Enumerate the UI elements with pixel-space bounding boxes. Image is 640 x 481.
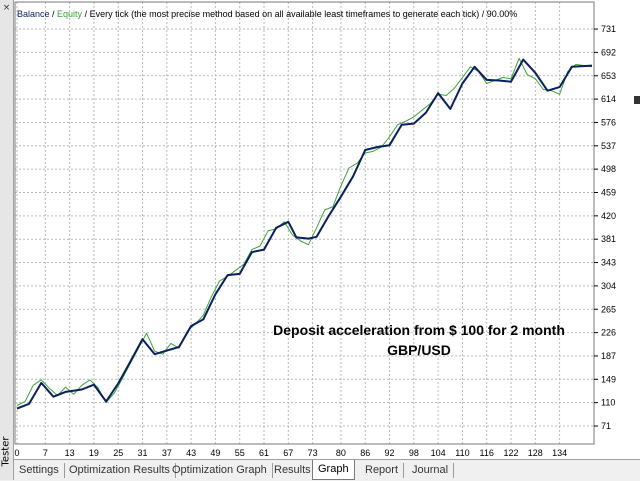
graph-panel: 71 110 149 187 226 265 304 343 381 420 459 498 537 57… xyxy=(14,0,640,459)
x-tick-label: 92 xyxy=(385,448,395,458)
y-tick-label: 304 xyxy=(601,281,616,291)
y-tick-label: 537 xyxy=(601,141,616,151)
y-tick-label: 149 xyxy=(601,374,616,384)
x-tick-label: 49 xyxy=(210,448,220,458)
y-tick-label: 653 xyxy=(601,71,616,81)
x-tick-label: 80 xyxy=(336,448,346,458)
balance-equity-chart: 71 110 149 187 226 265 304 343 381 420 459 498 537 57… xyxy=(14,0,640,459)
x-tick-label: 55 xyxy=(235,448,245,458)
test-description: Every tick (the most precise method base… xyxy=(90,9,480,19)
y-tick-label: 420 xyxy=(601,211,616,221)
y-tick-label: 71 xyxy=(601,421,611,431)
y-tick-label: 459 xyxy=(601,188,616,198)
modelling-quality: 90.00% xyxy=(487,9,518,19)
legend-balance: Balance xyxy=(17,9,50,19)
x-tick-label: 13 xyxy=(65,448,75,458)
x-tick-label: 122 xyxy=(503,448,518,458)
x-tick-label: 67 xyxy=(283,448,293,458)
splitter-handle[interactable] xyxy=(634,96,640,104)
tester-tab-bar: Settings Optimization Results Optimization… xyxy=(14,459,640,481)
x-tick-label: 98 xyxy=(409,448,419,458)
y-tick-label: 381 xyxy=(601,234,616,244)
close-icon[interactable]: × xyxy=(2,3,11,13)
x-tick-label: 110 xyxy=(455,448,469,458)
y-tick-label: 614 xyxy=(601,94,616,104)
annotation-line-2: GBP/USD xyxy=(387,342,451,358)
tab-results[interactable]: Results xyxy=(269,463,317,478)
x-tick-label: 116 xyxy=(480,448,494,458)
tab-report[interactable]: Report xyxy=(360,463,405,478)
x-tick-label: 25 xyxy=(113,448,123,458)
y-tick-label: 576 xyxy=(601,117,616,127)
x-tick-label: 0 xyxy=(14,448,19,458)
annotation-line-1: Deposit acceleration from $ 100 for 2 mo… xyxy=(273,322,565,338)
balance-line xyxy=(16,58,593,410)
tester-label: Tester xyxy=(0,436,12,467)
x-tick-label: 31 xyxy=(138,448,148,458)
y-tick-label: 226 xyxy=(601,328,616,338)
x-tick-label: 43 xyxy=(186,448,196,458)
x-tick-label: 61 xyxy=(259,448,269,458)
tab-optimization-graph[interactable]: Optimization Graph xyxy=(167,463,273,478)
x-tick-label: 73 xyxy=(308,448,318,458)
tab-optimization-results[interactable]: Optimization Results xyxy=(64,463,176,478)
x-tick-label: 86 xyxy=(360,448,370,458)
plot-frame xyxy=(14,1,595,445)
y-tick-label: 692 xyxy=(601,47,616,57)
y-tick-label: 110 xyxy=(601,398,615,408)
tester-sidebar: × Tester xyxy=(0,0,14,480)
x-tick-label: 104 xyxy=(431,448,446,458)
tab-journal[interactable]: Journal xyxy=(407,463,455,478)
legend-equity: Equity xyxy=(57,9,83,19)
y-tick-label: 343 xyxy=(601,258,616,268)
equity-line xyxy=(16,57,593,407)
x-tick-label: 19 xyxy=(89,448,99,458)
y-tick-label: 187 xyxy=(601,351,616,361)
y-tick-label: 498 xyxy=(601,164,616,174)
x-tick-label: 37 xyxy=(162,448,172,458)
x-tick-label: 7 xyxy=(43,448,48,458)
tab-graph[interactable]: Graph xyxy=(312,460,355,480)
chart-header: Balance / Equity / Every tick (the most … xyxy=(17,9,517,19)
tab-settings[interactable]: Settings xyxy=(14,463,65,478)
y-tick-label: 731 xyxy=(601,24,616,34)
x-tick-label: 128 xyxy=(528,448,543,458)
x-tick-label: 134 xyxy=(552,448,567,458)
y-tick-label: 265 xyxy=(601,304,616,314)
